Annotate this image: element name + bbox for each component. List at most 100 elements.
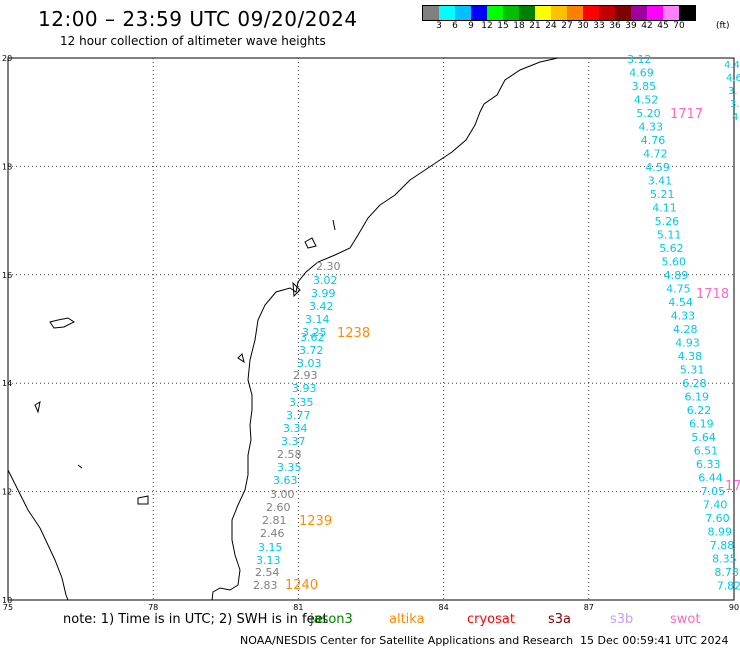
swh-value: 5.20 xyxy=(636,107,661,120)
swh-value: 7.82 xyxy=(717,580,740,593)
swh-value: 3.93 xyxy=(292,382,317,395)
coastline xyxy=(7,57,559,601)
swh-value: 3. xyxy=(730,99,740,110)
swh-value: 5.31 xyxy=(680,364,705,377)
colorbar-tick-label: 39 xyxy=(625,21,637,31)
swh-value: 2.46 xyxy=(260,527,285,540)
colorbar-swatch xyxy=(535,6,551,20)
swh-value: 3.85 xyxy=(632,80,657,93)
cryosat-pass: 2.30 2.93 2.58 3.002.602.812.46 2.542.83 xyxy=(253,260,341,592)
swh-value: 8.78 xyxy=(714,566,739,579)
pass-time-label: 17 xyxy=(725,479,740,494)
colorbar-swatch xyxy=(599,6,615,20)
swh-value: 2.93 xyxy=(293,369,318,382)
plot-frame xyxy=(7,57,735,601)
satellite-legend: jason3 altika cryosat s3a s3b swot xyxy=(0,612,740,630)
y-tick-label: 16 xyxy=(2,271,12,280)
x-tick-label: 84 xyxy=(439,603,449,612)
colorbar-tick-label: 42 xyxy=(641,21,653,31)
swh-value: 2.54 xyxy=(255,566,280,579)
swh-value: 4.72 xyxy=(643,148,668,161)
y-tick-label: 12 xyxy=(2,488,12,497)
legend-item-s3b: s3b xyxy=(610,612,634,627)
swh-value: 4.6 xyxy=(726,73,740,84)
jason3-pass: 3.023.993.423.143.253.623.723.033.933.35… xyxy=(256,274,338,567)
colorbar-swatch xyxy=(615,6,631,20)
swh-value: 6.19 xyxy=(689,418,714,431)
colorbar-swatch xyxy=(647,6,663,20)
swh-value: 7.40 xyxy=(703,499,728,512)
pass-time-label: 1239 xyxy=(299,514,332,529)
colorbar-swatch xyxy=(487,6,503,20)
colorbar-swatch xyxy=(471,6,487,20)
swh-value: 3.99 xyxy=(311,287,336,300)
colorbar-swatch xyxy=(423,6,439,20)
east-pass: 3.124.693.854.525.204.334.764.724.593.41… xyxy=(627,53,740,593)
swh-value: 2.81 xyxy=(262,514,287,527)
legend-item-jason3: jason3 xyxy=(310,612,353,627)
colorbar-tick-label: 12 xyxy=(481,21,493,31)
track-labels: 1238 1239 1240 1717 1718 17 xyxy=(285,107,740,593)
swh-value: 4.33 xyxy=(671,310,696,323)
map-subtitle: 12 hour collection of altimeter wave hei… xyxy=(60,34,326,48)
x-tick-label: 90 xyxy=(729,603,739,612)
swh-value: 3. xyxy=(728,86,738,97)
swh-value: 5.11 xyxy=(657,229,682,242)
swh-value: 7.88 xyxy=(710,539,735,552)
legend-item-swot: swot xyxy=(670,612,701,627)
colorbar-tick-label: 33 xyxy=(593,21,605,31)
swh-value: 3.12 xyxy=(627,53,652,66)
swh-value: 3.42 xyxy=(309,300,334,313)
swh-value: 6.51 xyxy=(694,445,719,458)
y-tick-label: 10 xyxy=(2,596,12,605)
swh-value: 4.33 xyxy=(639,121,664,134)
legend-item-altika: altika xyxy=(389,612,425,627)
east-edge-pass: 4.4 4.6 3. 3. 4 xyxy=(724,60,740,123)
colorbar-tick-label: 30 xyxy=(577,21,589,31)
y-tick-label: 14 xyxy=(2,379,12,388)
colorbar-tick-label: 18 xyxy=(513,21,525,31)
footer-note: note: 1) Time is in UTC; 2) SWH is in fe… xyxy=(63,612,328,627)
colorbar-tick-label: 24 xyxy=(545,21,557,31)
swh-value: 8.99 xyxy=(708,526,733,539)
swh-value: 4.11 xyxy=(652,202,677,215)
x-tick-label: 87 xyxy=(584,603,594,612)
colorbar-swatch xyxy=(551,6,567,20)
colorbar-tick-label: 6 xyxy=(452,21,458,31)
swh-value: 4.28 xyxy=(673,323,698,336)
swh-value: 5.60 xyxy=(662,256,687,269)
x-tick-label: 75 xyxy=(3,603,13,612)
colorbar-swatch xyxy=(455,6,471,20)
swh-value: 6.19 xyxy=(685,391,710,404)
swh-value: 3.03 xyxy=(297,357,322,370)
colorbar-swatch xyxy=(439,6,455,20)
colorbar-swatch xyxy=(663,6,679,20)
colorbar-tick-label: 3 xyxy=(436,21,442,31)
pass-time-label: 1240 xyxy=(285,578,318,593)
swh-value: 7.05 xyxy=(701,485,726,498)
colorbar-unit: (ft) xyxy=(716,21,730,31)
colorbar-swatch xyxy=(631,6,647,20)
swh-value: 3.63 xyxy=(273,474,298,487)
swh-value: 3.62 xyxy=(300,331,325,344)
pass-time-label: 1238 xyxy=(337,326,370,341)
footer-credit: NOAA/NESDIS Center for Satellite Applica… xyxy=(240,634,574,647)
swh-value: 4.93 xyxy=(675,337,700,350)
swh-value: 3.00 xyxy=(270,488,295,501)
swh-value: 4 xyxy=(732,112,738,123)
swh-value: 3.41 xyxy=(648,175,673,188)
swh-value: 2.60 xyxy=(266,501,291,514)
swh-value: 3.15 xyxy=(258,541,283,554)
colorbar-swatch xyxy=(519,6,535,20)
swh-value: 3.37 xyxy=(281,435,306,448)
swh-value: 6.33 xyxy=(696,458,721,471)
swh-value: 8.35 xyxy=(712,553,737,566)
swh-value: 4.76 xyxy=(641,134,666,147)
map-title: 12:00 – 23:59 UTC 09/20/2024 xyxy=(38,7,358,31)
colorbar-swatch xyxy=(503,6,519,20)
swh-value: 3.34 xyxy=(283,422,308,435)
swh-value: 2.30 xyxy=(316,260,341,273)
y-tick-label: 18 xyxy=(2,162,12,171)
swh-value: 4.52 xyxy=(634,94,659,107)
